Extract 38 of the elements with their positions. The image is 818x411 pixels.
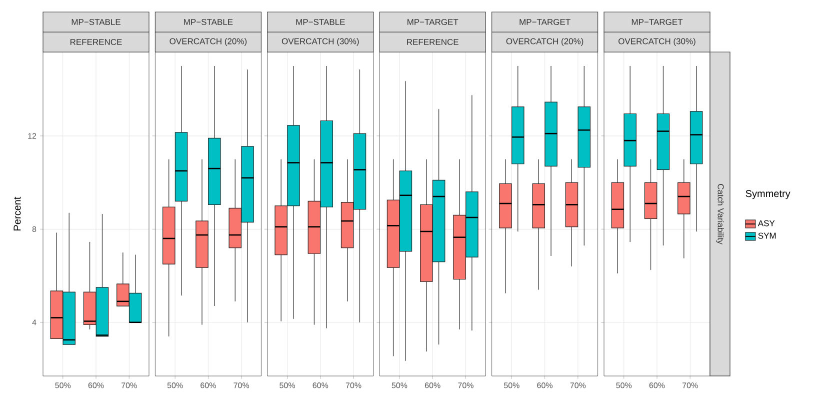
legend-label: ASY: [758, 220, 775, 226]
chart-subtitle: OVERCATCH (30%): [282, 38, 359, 46]
x-tick-label: 50%: [167, 382, 183, 388]
chart-subtitle: OVERCATCH (30%): [618, 38, 696, 46]
x-tick-label: 50%: [55, 382, 71, 388]
x-tick-label: 70%: [234, 382, 250, 388]
chart-subtitle: OVERCATCH (20%): [506, 38, 584, 46]
y-axis-title: Percent: [14, 196, 21, 230]
chart-title: MP−STABLE: [184, 18, 233, 25]
x-tick-label: 70%: [458, 382, 474, 388]
chart-title: MP−STABLE: [72, 18, 120, 25]
x-tick-label: 50%: [616, 382, 632, 388]
chart-title: MP−STABLE: [296, 18, 345, 25]
x-tick-label: 70%: [122, 382, 137, 388]
text: Catch Variability: [716, 184, 724, 244]
x-tick-label: 70%: [346, 382, 362, 388]
x-tick-label: 60%: [537, 382, 553, 388]
y-tick-label: 4: [32, 320, 36, 326]
x-tick-label: 60%: [312, 382, 328, 388]
x-tick-label: 70%: [682, 382, 698, 388]
chart-title: MP−TARGET: [520, 18, 570, 25]
legend-label: SYM: [758, 232, 776, 239]
x-tick-label: 50%: [280, 382, 295, 388]
chart-subtitle: REFERENCE: [70, 38, 122, 45]
chart-title: MP−TARGET: [632, 18, 683, 25]
chart-subtitle: OVERCATCH (20%): [170, 38, 247, 46]
x-tick-label: 50%: [504, 382, 520, 388]
x-tick-label: 60%: [88, 382, 104, 388]
x-tick-label: 50%: [392, 382, 408, 388]
x-tick-label: 60%: [425, 382, 440, 388]
chart-title: MP−TARGET: [408, 18, 458, 25]
x-tick-label: 60%: [649, 382, 665, 388]
x-tick-label: 60%: [200, 382, 216, 388]
x-tick-label: 70%: [570, 382, 586, 388]
chart-subtitle: REFERENCE: [407, 38, 458, 45]
y-tick-label: 12: [28, 133, 36, 139]
legend-title: Symmetry: [746, 190, 790, 200]
y-tick-label: 8: [32, 226, 36, 232]
